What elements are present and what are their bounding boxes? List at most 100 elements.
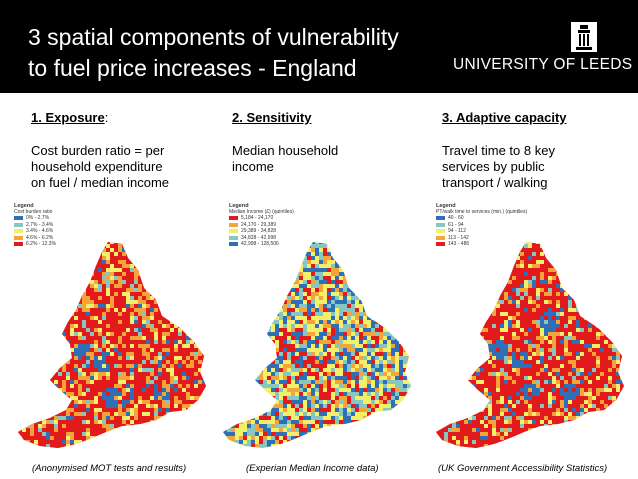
- map-cell: [335, 320, 339, 324]
- legend-swatch: [229, 242, 238, 247]
- map-cell: [18, 300, 22, 304]
- map-cell: [90, 292, 94, 296]
- map-cell: [383, 276, 387, 280]
- map-cell: [54, 392, 58, 396]
- map-cell: [291, 368, 295, 372]
- map-cell: [118, 276, 122, 280]
- map-cell: [126, 264, 130, 268]
- map-cell: [335, 340, 339, 344]
- map-cell: [54, 368, 58, 372]
- map-cell: [26, 408, 30, 412]
- map-cell: [303, 416, 307, 420]
- map-cell: [178, 440, 182, 444]
- map-cell: [14, 424, 18, 428]
- map-cell: [182, 272, 186, 276]
- map-cell: [291, 268, 295, 272]
- map-cell: [231, 264, 235, 268]
- map-cell: [367, 256, 371, 260]
- map-cell: [166, 284, 170, 288]
- map-cell: [142, 248, 146, 252]
- map-cell: [271, 276, 275, 280]
- map-cell: [138, 332, 142, 336]
- map-cell: [82, 388, 86, 392]
- map-cell: [130, 328, 134, 332]
- map-cell: [395, 264, 399, 268]
- map-cell: [279, 284, 283, 288]
- map-cell: [303, 312, 307, 316]
- map-cell: [206, 416, 210, 420]
- map-cell: [150, 448, 154, 450]
- map-cell: [30, 316, 34, 320]
- map-cell: [98, 316, 102, 320]
- map-cell: [158, 436, 162, 440]
- map-cell: [343, 416, 347, 420]
- map-cell: [54, 440, 58, 444]
- map-cell: [34, 356, 38, 360]
- map-cell: [283, 344, 287, 348]
- map-cell: [10, 396, 14, 400]
- map-cell: [42, 320, 46, 324]
- map-cell: [359, 404, 363, 408]
- map-cell: [106, 312, 110, 316]
- map-cell: [259, 276, 263, 280]
- map-cell: [138, 292, 142, 296]
- map-cell: [259, 384, 263, 388]
- map-cell: [138, 308, 142, 312]
- map-cell: [66, 268, 70, 272]
- map-cell: [379, 392, 383, 396]
- map-cell: [259, 340, 263, 344]
- map-cell: [263, 284, 267, 288]
- map-cell: [279, 268, 283, 272]
- map-cell: [351, 356, 355, 360]
- map-cell: [154, 328, 158, 332]
- map-cell: [82, 264, 86, 268]
- map-cell: [82, 424, 86, 428]
- map-cell: [239, 332, 243, 336]
- map-cell: [243, 244, 247, 248]
- map-cell: [74, 268, 78, 272]
- map-cell: [174, 424, 178, 428]
- map-cell: [50, 396, 54, 400]
- map-cell: [10, 332, 14, 336]
- map-cell: [182, 328, 186, 332]
- map-cell: [174, 448, 178, 450]
- map-cell: [355, 312, 359, 316]
- map-cell: [279, 352, 283, 356]
- map-cell: [146, 384, 150, 388]
- map-cell: [122, 268, 126, 272]
- map-cell: [331, 284, 335, 288]
- map-cell: [303, 300, 307, 304]
- map-cell: [110, 384, 114, 388]
- map-cell: [227, 380, 231, 384]
- map-cell: [323, 416, 327, 420]
- map-cell: [323, 292, 327, 296]
- map-cell: [110, 316, 114, 320]
- map-cell: [122, 428, 126, 432]
- map-cell: [118, 340, 122, 344]
- map-cell: [223, 392, 227, 396]
- map-cell: [66, 392, 70, 396]
- map-cell: [403, 340, 407, 344]
- map-cell: [70, 264, 74, 268]
- map-cell: [126, 412, 130, 416]
- map-cell: [90, 248, 94, 252]
- map-cell: [363, 340, 367, 344]
- map-cell: [186, 364, 190, 368]
- map-cell: [335, 404, 339, 408]
- map-cell: [162, 428, 166, 432]
- map-cell: [190, 272, 194, 276]
- map-cell: [271, 280, 275, 284]
- map-cell: [86, 368, 90, 372]
- map-cell: [174, 412, 178, 416]
- map-cell: [58, 316, 62, 320]
- map-cell: [142, 388, 146, 392]
- map-cell: [194, 396, 198, 400]
- map-cell: [307, 284, 311, 288]
- map-cell: [231, 364, 235, 368]
- map-cell: [271, 304, 275, 308]
- map-cell: [34, 380, 38, 384]
- map-cell: [343, 292, 347, 296]
- map-cell: [30, 432, 34, 436]
- map-cell: [114, 436, 118, 440]
- map-cell: [231, 242, 235, 244]
